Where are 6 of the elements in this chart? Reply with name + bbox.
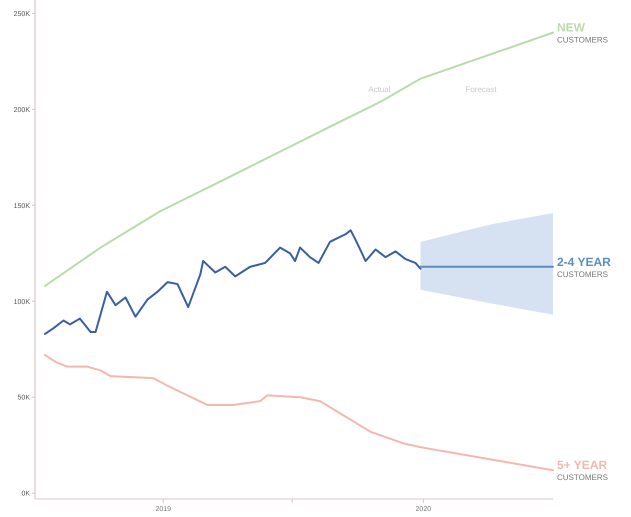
line-series (44, 32, 554, 287)
series-label: NEW CUSTOMERS (557, 20, 608, 45)
line-series (44, 354, 554, 472)
line-series (44, 229, 422, 335)
series-label: 5+ YEAR CUSTOMERS (557, 458, 608, 482)
series-label: 2-4 YEAR CUSTOMERS (557, 254, 612, 279)
